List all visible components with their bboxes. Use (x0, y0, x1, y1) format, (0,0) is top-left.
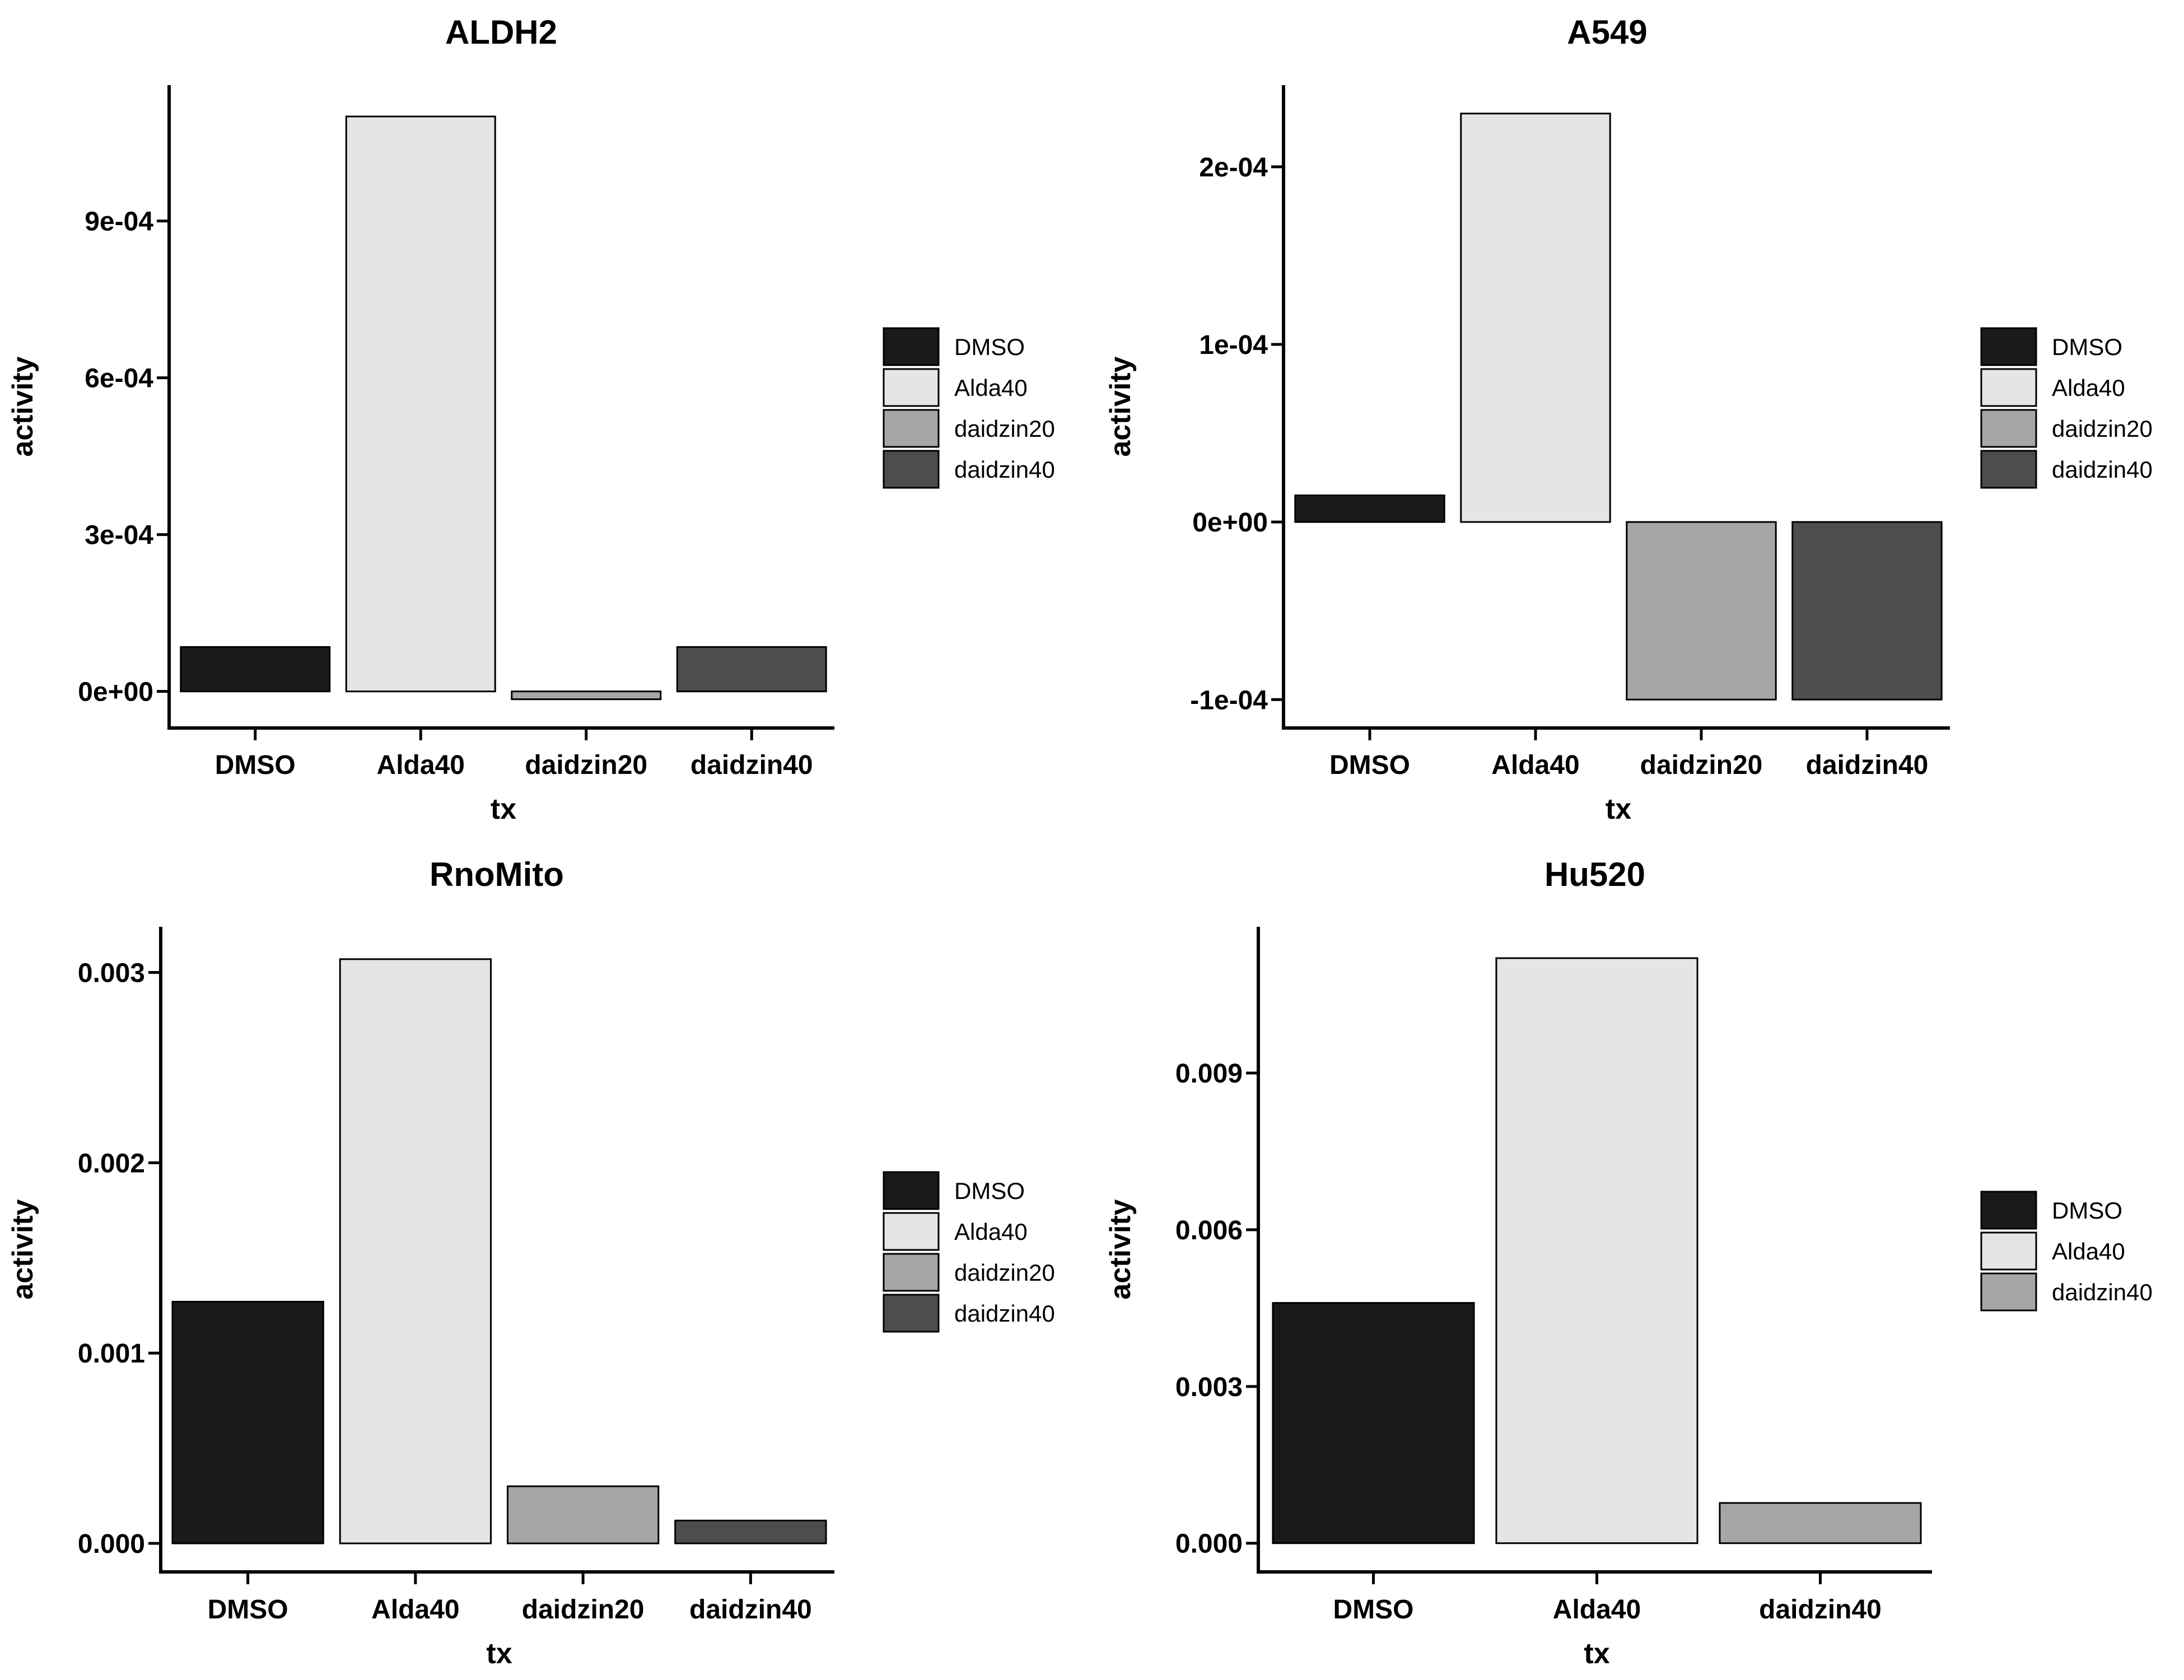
legend: DMSO Alda40 daidzin20 daidzin40 (1980, 327, 2153, 489)
legend-label-daidzin20: daidzin20 (2052, 416, 2153, 442)
bar-daidzin40 (1719, 1502, 1922, 1544)
x-tick-label: DMSO (215, 750, 296, 780)
x-tick-label: daidzin40 (690, 750, 813, 780)
legend-swatch-alda40 (1980, 368, 2037, 407)
bar-dmso (171, 1300, 324, 1544)
chart-title: ALDH2 (445, 13, 557, 51)
bar-daidzin40 (674, 1519, 827, 1544)
y-tick-label: 0.003 (78, 959, 145, 988)
legend-label-daidzin40: daidzin40 (2052, 1279, 2153, 1305)
legend-label-daidzin40: daidzin40 (2052, 456, 2153, 483)
legend-label-alda40: Alda40 (2052, 1238, 2125, 1264)
y-tick-label: 1e-04 (1199, 330, 1268, 360)
legend-label-dmso: DMSO (2052, 334, 2122, 360)
x-tick-label: Alda40 (1491, 750, 1579, 780)
x-tick-label: Alda40 (1553, 1595, 1641, 1625)
x-tick-label: Alda40 (371, 1595, 459, 1625)
legend-swatch-daidzin20 (1980, 409, 2037, 448)
bar-daidzin20 (506, 1485, 660, 1544)
legend-label-daidzin40: daidzin40 (954, 1300, 1055, 1327)
legend-swatch-daidzin40 (883, 1294, 940, 1333)
legend-swatch-daidzin20 (883, 1253, 940, 1292)
chart-title: Hu520 (1544, 856, 1645, 893)
legend: DMSO Alda40 daidzin40 (1980, 1191, 2153, 1312)
x-tick-label: daidzin40 (1759, 1595, 1882, 1625)
y-tick-label: 0.000 (1175, 1529, 1243, 1559)
y-tick-label: 0.006 (1175, 1216, 1243, 1245)
x-tick-label: daidzin40 (689, 1595, 812, 1625)
legend-label-daidzin40: daidzin40 (954, 456, 1055, 483)
x-tick-label: daidzin20 (525, 750, 647, 780)
x-axis-title: tx (491, 793, 516, 825)
y-tick-label: 9e-04 (85, 207, 153, 237)
y-tick-label: 0.003 (1175, 1373, 1243, 1402)
bar-dmso (1272, 1302, 1475, 1544)
y-tick-label: 0.001 (78, 1339, 145, 1369)
legend-swatch-alda40 (1980, 1231, 2037, 1271)
legend-swatch-dmso (1980, 1191, 2037, 1230)
bar-alda40 (1495, 957, 1698, 1544)
y-axis-title: activity (7, 1199, 39, 1299)
legend-label-alda40: Alda40 (954, 375, 1028, 401)
x-tick-label: DMSO (208, 1595, 288, 1625)
chart-panel-hu520: Hu520 DMSO Alda40 daidzin40 0.000 0.003 0.006 0… (1104, 856, 2153, 1670)
legend-swatch-daidzin40 (1980, 1272, 2037, 1312)
bar-alda40 (339, 958, 492, 1544)
bar-alda40 (345, 115, 496, 693)
bar-dmso (1294, 494, 1445, 523)
legend-label-daidzin20: daidzin20 (954, 416, 1055, 442)
y-tick-label: 0.000 (78, 1529, 145, 1559)
x-tick-label: daidzin40 (1806, 750, 1929, 780)
legend-label-alda40: Alda40 (954, 1219, 1028, 1245)
x-tick-label: daidzin20 (1640, 750, 1763, 780)
y-axis-title: activity (1104, 356, 1137, 456)
x-axis-title: tx (486, 1637, 512, 1670)
chart-panel-rnomito: RnoMito DMSO Alda40 daidzin20 daidzin40 0.000… (7, 856, 1055, 1670)
bar-daidzin20 (511, 690, 662, 701)
y-tick-label: 2e-04 (1199, 153, 1268, 183)
y-tick-label: 3e-04 (85, 521, 153, 550)
x-tick-label: Alda40 (377, 750, 465, 780)
chart-panel-a549: A549 DMSO Alda40 daidzin20 daidzin40 -1e-04 0e… (1104, 13, 2153, 825)
legend: DMSO Alda40 daidzin20 daidzin40 (883, 327, 1055, 489)
bar-daidzin20 (1626, 521, 1777, 701)
y-axis-title: activity (7, 356, 39, 456)
y-tick-label: 0e+00 (78, 678, 153, 707)
x-tick-label: DMSO (1333, 1595, 1414, 1625)
legend-label-dmso: DMSO (954, 334, 1025, 360)
y-tick-label: 0.009 (1175, 1059, 1243, 1089)
bar-daidzin40 (1791, 521, 1943, 701)
bar-alda40 (1460, 113, 1611, 523)
legend-swatch-dmso (883, 327, 940, 366)
legend-swatch-daidzin40 (883, 450, 940, 489)
x-axis-title: tx (1606, 793, 1631, 825)
x-tick-label: DMSO (1329, 750, 1410, 780)
chart-title: A549 (1567, 13, 1647, 51)
chart-title: RnoMito (430, 856, 564, 893)
bar-daidzin40 (676, 646, 827, 693)
legend-swatch-alda40 (883, 368, 940, 407)
legend-swatch-dmso (1980, 327, 2037, 366)
legend-swatch-daidzin40 (1980, 450, 2037, 489)
x-tick-label: daidzin20 (522, 1595, 645, 1625)
legend-label-alda40: Alda40 (2052, 375, 2125, 401)
bar-dmso (180, 646, 331, 693)
legend-swatch-daidzin20 (883, 409, 940, 448)
legend-label-dmso: DMSO (2052, 1197, 2122, 1224)
legend-label-dmso: DMSO (954, 1178, 1025, 1204)
x-axis-title: tx (1584, 1637, 1609, 1670)
y-axis-title: activity (1104, 1199, 1137, 1299)
chart-panel-aldh2: ALDH2 DMSO Alda40 daidzin20 daidzin40 0e+00 3e… (7, 13, 1055, 825)
legend-swatch-alda40 (883, 1212, 940, 1251)
legend: DMSO Alda40 daidzin20 daidzin40 (883, 1171, 1055, 1333)
y-tick-label: 6e-04 (85, 364, 153, 394)
legend-label-daidzin20: daidzin20 (954, 1259, 1055, 1286)
legend-swatch-dmso (883, 1171, 940, 1210)
y-tick-label: -1e-04 (1190, 685, 1268, 715)
y-tick-label: 0e+00 (1192, 508, 1268, 538)
y-tick-label: 0.002 (78, 1149, 145, 1178)
